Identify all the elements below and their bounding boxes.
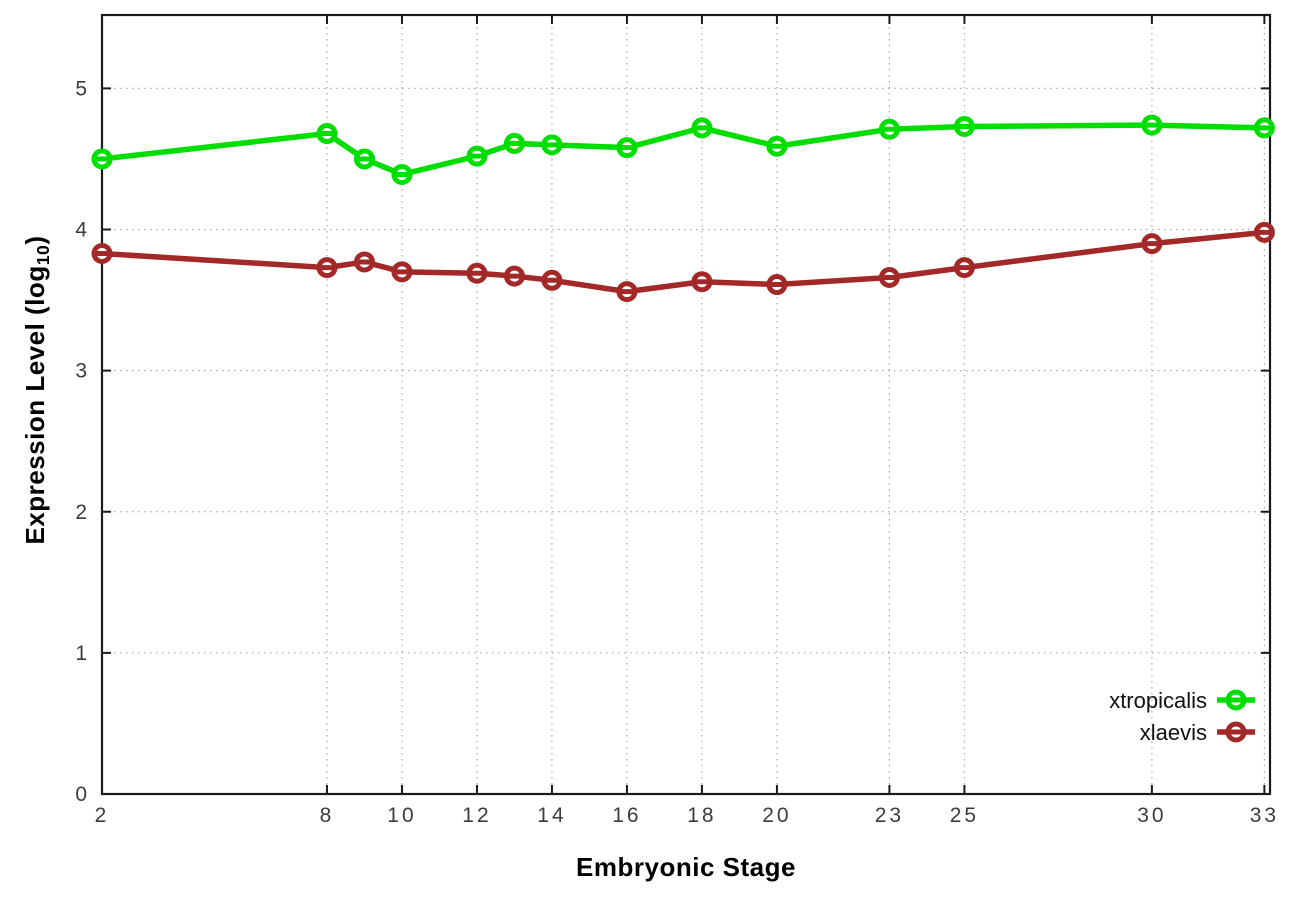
series-xtropicalis bbox=[91, 114, 1275, 185]
x-tick-label: 10 bbox=[387, 804, 416, 827]
legend-label-xlaevis: xlaevis bbox=[1140, 720, 1207, 745]
x-tick-label: 16 bbox=[612, 804, 641, 827]
x-tick-label: 25 bbox=[950, 804, 979, 827]
x-tick-label: 18 bbox=[687, 804, 716, 827]
series-line-xtropicalis bbox=[99, 122, 1268, 178]
x-tick-label: 20 bbox=[762, 804, 791, 827]
y-tick-label: 3 bbox=[75, 360, 90, 383]
y-tick-label: 0 bbox=[75, 783, 90, 806]
legend-entry-xtropicalis: xtropicalis bbox=[1109, 688, 1255, 713]
x-tick-label: 23 bbox=[875, 804, 904, 827]
series-xlaevis bbox=[91, 221, 1275, 303]
x-tick-label: 33 bbox=[1250, 804, 1279, 827]
y-axis-title-suffix: ) bbox=[20, 235, 50, 245]
tick-marks bbox=[101, 15, 1270, 795]
x-axis-title: Embryonic Stage bbox=[576, 852, 796, 882]
y-axis-title: Expression Level (log10) bbox=[20, 90, 56, 690]
y-tick-label: 4 bbox=[75, 219, 90, 242]
x-tick-label: 2 bbox=[95, 804, 110, 827]
x-tick-label: 8 bbox=[320, 804, 335, 827]
series-line-xlaevis bbox=[99, 229, 1268, 295]
y-tick-label: 2 bbox=[75, 501, 90, 524]
legend: xtropicalis xlaevis bbox=[1109, 688, 1255, 745]
plot-border bbox=[100, 13, 1272, 796]
y-axis-title-text: Expression Level (log bbox=[20, 265, 50, 545]
legend-label-xtropicalis: xtropicalis bbox=[1109, 688, 1207, 713]
y-tick-label: 5 bbox=[75, 77, 90, 100]
legend-entry-xlaevis: xlaevis bbox=[1140, 720, 1255, 745]
x-tick-label: 30 bbox=[1137, 804, 1166, 827]
x-tick-label: 14 bbox=[537, 804, 566, 827]
y-tick-label: 1 bbox=[75, 642, 90, 665]
y-axis-title-subscript: 10 bbox=[32, 244, 53, 266]
x-tick-label: 12 bbox=[462, 804, 491, 827]
